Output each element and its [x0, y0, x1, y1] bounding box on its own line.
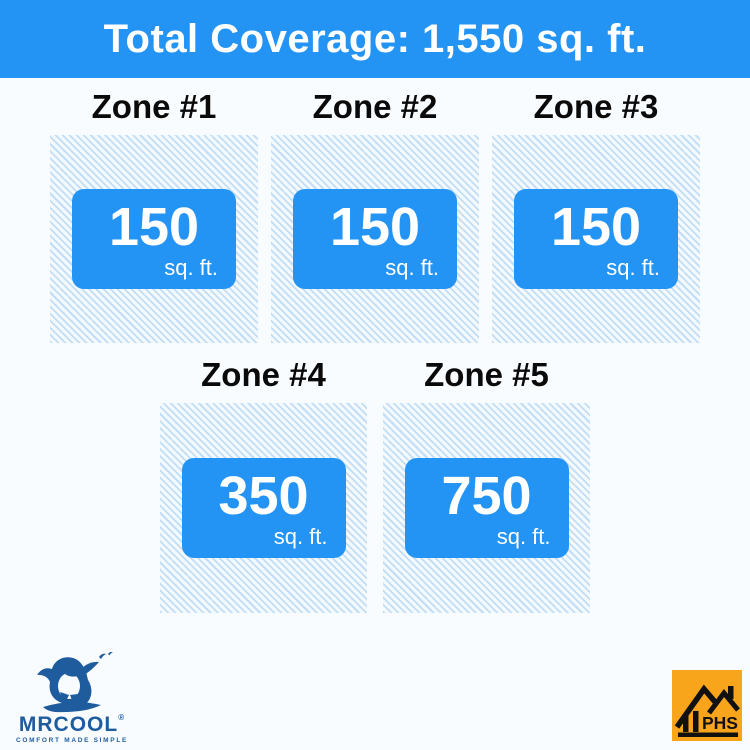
zone-row-bottom: Zone #4 350 sq. ft. Zone #5 750 sq. ft.	[0, 354, 750, 613]
zone-title: Zone #3	[533, 88, 659, 125]
zone-badge: 150 sq. ft.	[514, 189, 678, 289]
zone-card-1: Zone #1 150 sq. ft.	[50, 86, 258, 343]
penguin-icon	[29, 652, 115, 714]
phs-logo: PHS	[672, 670, 742, 741]
mrcool-wordmark: MRCOOL®	[18, 713, 126, 736]
zone-value: 750	[441, 466, 532, 527]
zone-value: 150	[550, 197, 642, 258]
zone-unit: sq. ft.	[273, 524, 328, 550]
zone-card-2: Zone #2 150 sq. ft.	[271, 86, 479, 343]
house-icon: PHS	[672, 670, 742, 741]
zone-card-4: Zone #4 350 sq. ft.	[160, 354, 367, 613]
zone-row-top: Zone #1 150 sq. ft. Zone #2 150 sq. ft. …	[0, 86, 750, 343]
zone-value: 150	[329, 197, 421, 258]
phs-label-svg: PHS	[702, 713, 738, 733]
zone-value: 150	[108, 197, 200, 258]
zone-area-hatch: 750 sq. ft.	[383, 403, 590, 613]
mrcool-logo: MRCOOL® COMFORT MADE SIMPLE	[12, 652, 132, 744]
zone-title: Zone #2	[312, 88, 438, 125]
zone-area-hatch: 150 sq. ft.	[492, 135, 700, 343]
header-banner: Total Coverage: 1,550 sq. ft.	[0, 0, 750, 78]
registered-mark: ®	[118, 713, 126, 722]
zone-title: Zone #1	[91, 88, 217, 125]
zone-badge: 150 sq. ft.	[293, 189, 457, 289]
zone-card-3: Zone #3 150 sq. ft.	[492, 86, 700, 343]
zone-unit: sq. ft.	[385, 255, 439, 281]
zone-area-hatch: 150 sq. ft.	[271, 135, 479, 343]
zone-area-hatch: 150 sq. ft.	[50, 135, 258, 343]
zone-title: Zone #4	[201, 356, 326, 393]
zone-badge: 150 sq. ft.	[72, 189, 236, 289]
zone-title: Zone #5	[424, 356, 549, 393]
zone-unit: sq. ft.	[606, 255, 660, 281]
zone-area-hatch: 350 sq. ft.	[160, 403, 367, 613]
mrcool-tagline: COMFORT MADE SIMPLE	[15, 737, 129, 744]
page-title: Total Coverage: 1,550 sq. ft.	[103, 16, 647, 61]
zone-value: 350	[218, 466, 309, 527]
zone-card-5: Zone #5 750 sq. ft.	[383, 354, 590, 613]
zone-badge: 350 sq. ft.	[181, 458, 346, 558]
zone-unit: sq. ft.	[496, 524, 551, 550]
zone-unit: sq. ft.	[164, 255, 218, 281]
zone-badge: 750 sq. ft.	[404, 458, 569, 558]
